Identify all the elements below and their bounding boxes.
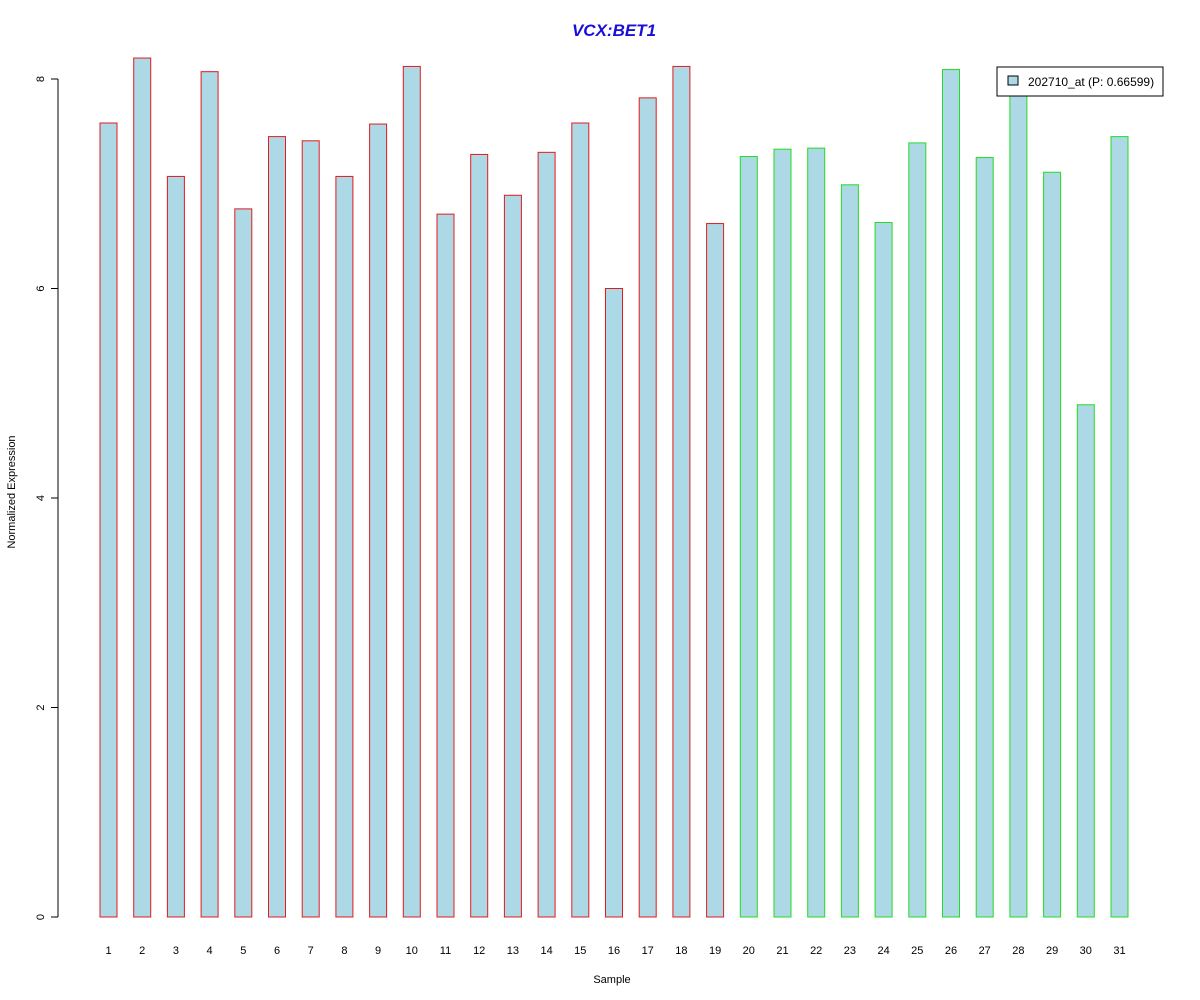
x-tick-label: 8 [341, 945, 347, 957]
bar-sample-23 [840, 184, 859, 918]
bar-sample-5 [234, 208, 253, 918]
bar-sample-1 [99, 122, 118, 918]
x-tick-label: 24 [877, 945, 889, 957]
x-tick-label: 10 [406, 945, 418, 957]
bar-sample-13 [503, 194, 522, 918]
bar-sample-29 [1043, 171, 1062, 918]
bar-sample-30 [1076, 404, 1095, 918]
x-tick-label: 29 [1046, 945, 1058, 957]
x-tick-label: 5 [240, 945, 246, 957]
bar-sample-8 [335, 175, 354, 918]
bar-sample-16 [605, 288, 623, 918]
bar-sample-27 [975, 157, 994, 918]
x-tick-label: 18 [675, 945, 687, 957]
bar-sample-10 [402, 65, 421, 918]
bar-sample-18 [672, 65, 691, 918]
x-tick-label: 15 [574, 945, 586, 957]
bars-group [99, 57, 1129, 918]
x-tick-label: 11 [440, 945, 451, 957]
x-tick-label: 23 [844, 945, 856, 957]
bar-sample-7 [301, 140, 320, 918]
bar-sample-14 [537, 151, 556, 918]
bar-sample-2 [133, 57, 152, 918]
x-tick-label: 17 [642, 945, 654, 957]
bar-sample-31 [1110, 136, 1129, 918]
x-tick-label: 14 [540, 945, 552, 957]
legend-label: 202710_at (P: 0.66599) [1028, 75, 1154, 89]
bar-sample-11 [436, 213, 455, 918]
x-tick-label: 1 [105, 945, 111, 957]
x-tick-label: 31 [1113, 945, 1125, 957]
bar-sample-24 [874, 222, 893, 918]
x-tick-label: 28 [1012, 945, 1024, 957]
y-tick-label: 2 [35, 704, 47, 710]
x-tick-labels: 1 2 3 4 5 6 7 8 9 10 11 12 13 14 15 16 17 18 19 20 21 22 23 24 2… [105, 945, 1125, 957]
x-tick-label: 3 [173, 945, 179, 957]
bar-sample-3 [166, 175, 185, 918]
legend-box [996, 66, 1164, 97]
x-tick-label: 12 [473, 945, 485, 957]
x-tick-label: 2 [139, 945, 145, 957]
y-tick-label: 8 [35, 76, 47, 82]
x-tick-label: 20 [743, 945, 755, 957]
bar-sample-25 [908, 142, 927, 918]
y-tick-label: 0 [35, 914, 47, 920]
bar-sample-4 [200, 71, 219, 918]
bar-sample-20 [739, 156, 758, 918]
x-axis-label: Sample [593, 974, 630, 986]
bar-sample-15 [571, 122, 590, 918]
x-tick-label: 6 [274, 945, 280, 957]
x-tick-label: 30 [1080, 945, 1092, 957]
bar-sample-26 [942, 69, 960, 918]
bar-sample-17 [638, 97, 657, 918]
y-tick-label: 4 [35, 495, 47, 501]
y-axis-label: Normalized Expression [6, 435, 18, 548]
x-tick-label: 4 [207, 945, 213, 957]
legend-swatch [1007, 75, 1019, 86]
legend: 202710_at (P: 0.66599) [996, 66, 1164, 97]
x-tick-label: 16 [608, 945, 620, 957]
x-tick-label: 13 [507, 945, 519, 957]
y-tick-label: 6 [35, 285, 47, 291]
y-axis: 0 2 4 6 8 [35, 76, 59, 920]
chart-title: VCX:BET1 [572, 21, 656, 40]
x-tick-label: 26 [945, 945, 957, 957]
bar-sample-12 [470, 153, 489, 918]
x-tick-label: 9 [375, 945, 381, 957]
bar-sample-9 [369, 123, 388, 918]
bar-sample-21 [773, 148, 792, 918]
bar-sample-28 [1009, 90, 1028, 918]
x-tick-label: 22 [810, 945, 822, 957]
x-tick-label: 25 [911, 945, 923, 957]
x-tick-label: 7 [308, 945, 314, 957]
x-tick-label: 19 [709, 945, 721, 957]
bar-sample-6 [268, 136, 286, 918]
bar-sample-22 [807, 147, 826, 918]
bar-sample-19 [706, 223, 725, 918]
x-tick-label: 27 [979, 945, 991, 957]
x-tick-label: 21 [776, 945, 788, 957]
